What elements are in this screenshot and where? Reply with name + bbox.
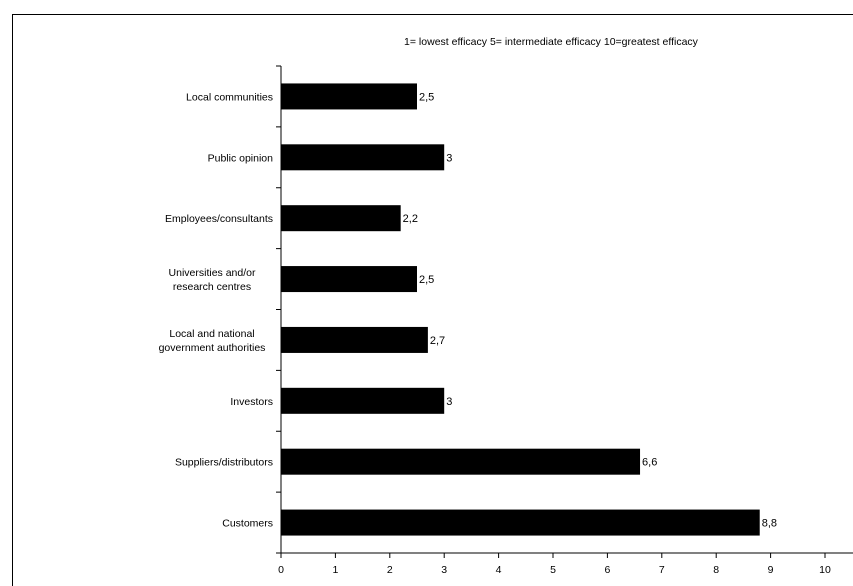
data-label: 2,5 bbox=[419, 91, 434, 103]
chart-frame bbox=[12, 14, 853, 586]
category-label: Local communities bbox=[186, 91, 273, 103]
x-tick-label: 7 bbox=[659, 564, 665, 576]
category-label: Suppliers/distributors bbox=[175, 457, 273, 469]
x-tick-label: 4 bbox=[496, 564, 502, 576]
data-label: 3 bbox=[446, 396, 452, 408]
data-label: 8,8 bbox=[762, 518, 777, 530]
bar bbox=[281, 205, 401, 232]
bar bbox=[281, 509, 760, 536]
x-tick-label: 3 bbox=[441, 564, 447, 576]
x-tick-label: 2 bbox=[387, 564, 393, 576]
x-tick-label: 5 bbox=[550, 564, 556, 576]
chart-title: 1= lowest efficacy 5= intermediate effic… bbox=[404, 36, 699, 48]
bar bbox=[281, 448, 641, 475]
category-label: Local and national government authorities bbox=[159, 328, 266, 354]
data-label: 2,5 bbox=[419, 274, 434, 286]
bar bbox=[281, 387, 445, 414]
bar bbox=[281, 266, 417, 293]
y-axis bbox=[276, 65, 282, 554]
category-label: Universities and/or research centres bbox=[169, 267, 256, 293]
category-label: Public opinion bbox=[208, 152, 274, 164]
x-tick-label: 8 bbox=[713, 564, 719, 576]
x-tick-label: 6 bbox=[604, 564, 610, 576]
x-tick-label: 10 bbox=[819, 564, 831, 576]
bar bbox=[281, 144, 445, 171]
x-axis: 0 1 2 3 4 5 6 7 8 9 10 bbox=[278, 552, 853, 576]
bar bbox=[281, 83, 417, 110]
data-label: 2,2 bbox=[403, 213, 418, 225]
x-tick-label: 9 bbox=[768, 564, 774, 576]
x-tick-label: 0 bbox=[278, 564, 284, 576]
category-label: Investors bbox=[230, 396, 273, 408]
bars: 2,5 3 2,2 2,5 2,7 3 6,6 8,8 bbox=[281, 83, 777, 536]
data-label: 3 bbox=[446, 152, 452, 164]
bar bbox=[281, 326, 428, 353]
x-tick-label: 1 bbox=[332, 564, 338, 576]
data-label: 6,6 bbox=[642, 457, 657, 469]
data-label: 2,7 bbox=[430, 335, 445, 347]
category-label: Employees/consultants bbox=[165, 213, 273, 225]
category-label: Customers bbox=[222, 518, 273, 530]
category-labels: Local communities Public opinion Employees… bbox=[159, 91, 274, 529]
